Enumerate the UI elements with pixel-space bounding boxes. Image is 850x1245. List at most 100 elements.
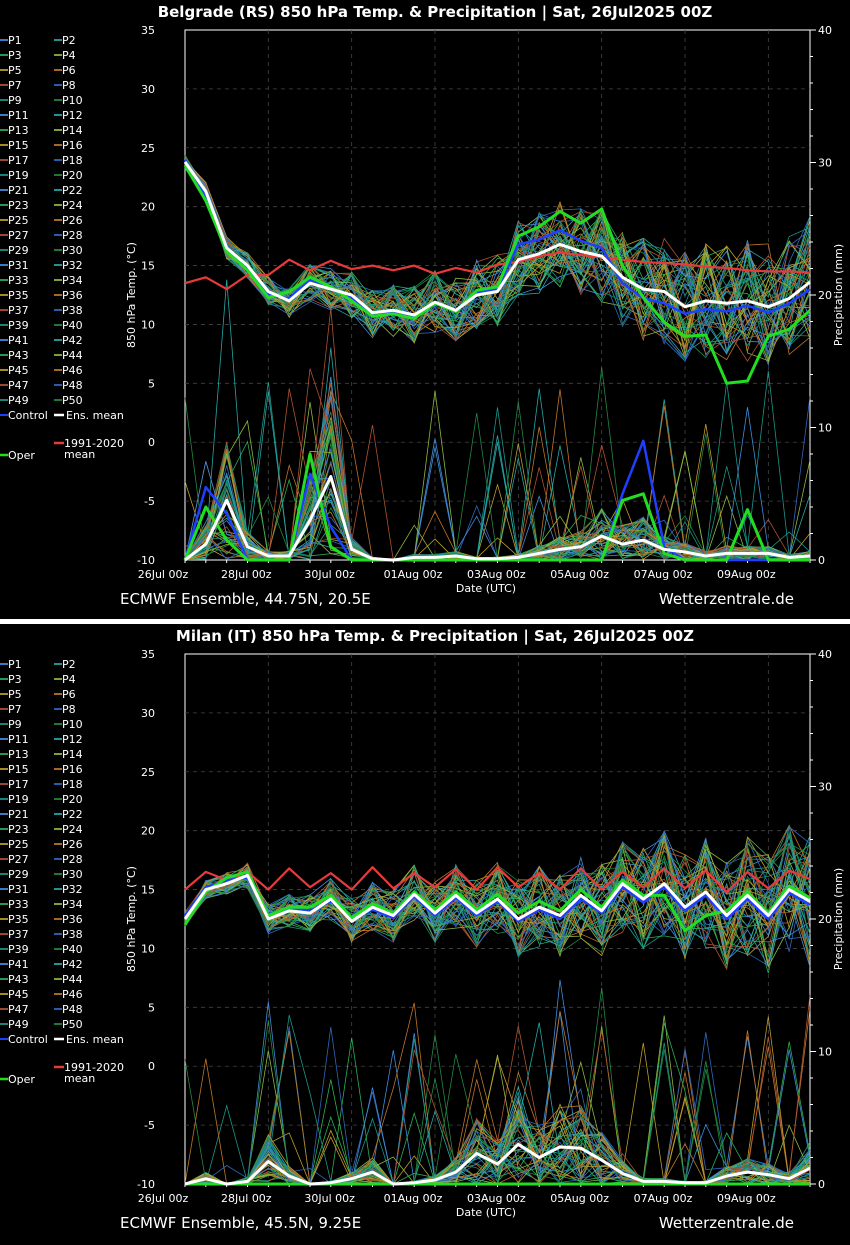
legend-label: P13	[8, 748, 29, 761]
legend-label: P23	[8, 823, 29, 836]
legend-label: P40	[62, 319, 83, 332]
legend-label: P2	[62, 658, 76, 671]
y-tick-label: -10	[137, 1178, 155, 1191]
legend-label: P11	[8, 109, 29, 122]
legend-label: P49	[8, 394, 29, 407]
legend-label: P17	[8, 154, 29, 167]
legend: P1 P2 P3 P4 P5 P6 P7 P8 P9 P10 P11 P12 P13 P14 P15 P16 P…	[0, 34, 124, 462]
legend-label-clim-2: mean	[64, 448, 95, 461]
x-tick-label: 26Jul 00z	[138, 1192, 189, 1205]
legend-label: P8	[62, 703, 76, 716]
footer-brand: Wetterzentrale.de	[659, 590, 794, 608]
legend-label: P38	[62, 304, 83, 317]
legend-label: P27	[8, 853, 29, 866]
legend-label: P48	[62, 1003, 83, 1016]
legend-label: P1	[8, 658, 22, 671]
legend-label: P19	[8, 169, 29, 182]
y-axis-label: 850 hPa Temp. (°C)	[125, 866, 138, 972]
legend-label: P30	[62, 244, 83, 257]
x-axis-label: Date (UTC)	[456, 582, 516, 595]
legend-label: P42	[62, 334, 83, 347]
legend-label: P31	[8, 883, 29, 896]
legend-label: P34	[62, 274, 83, 287]
legend-label: P36	[62, 289, 83, 302]
legend-label: P15	[8, 139, 29, 152]
ens-mean-temp-line	[183, 873, 811, 923]
member-temp-line	[184, 167, 811, 347]
legend-label: P48	[62, 379, 83, 392]
y2-tick-label: 0	[818, 554, 825, 567]
y-tick-label: 15	[141, 884, 155, 897]
legend-label: P43	[8, 349, 29, 362]
x-tick-label: 30Jul 00z	[304, 1192, 355, 1205]
y2-tick-label: 20	[818, 913, 832, 926]
legend-label: P45	[8, 364, 29, 377]
legend-label-clim-2: mean	[64, 1072, 95, 1085]
x-tick-label: 03Aug 00z	[467, 568, 526, 581]
legend-label-control: Control	[8, 409, 48, 422]
y-tick-label: 20	[141, 201, 155, 214]
y-tick-label: 35	[141, 24, 155, 37]
y2-tick-label: 30	[818, 781, 832, 794]
legend-label: P38	[62, 928, 83, 941]
legend-label-control: Control	[8, 1033, 48, 1046]
legend-label: P33	[8, 274, 29, 287]
legend-label: P12	[62, 733, 83, 746]
1991-2020-mean-temp-line	[184, 251, 811, 291]
legend-label: P29	[8, 244, 29, 257]
member-temp-line	[184, 858, 811, 947]
legend-label: P44	[62, 349, 83, 362]
legend-label: P22	[62, 184, 83, 197]
member-temp-line	[184, 166, 811, 356]
panel-separator	[0, 619, 850, 624]
legend-label: P50	[62, 394, 83, 407]
y-tick-label: 0	[148, 436, 155, 449]
legend-label: P22	[62, 808, 83, 821]
y-tick-label: -10	[137, 554, 155, 567]
y-tick-label: 10	[141, 942, 155, 955]
legend-label: P12	[62, 109, 83, 122]
y2-tick-label: 40	[818, 648, 832, 661]
y-tick-label: 5	[148, 1001, 155, 1014]
x-tick-label: 01Aug 00z	[384, 568, 443, 581]
y-tick-label: 25	[141, 766, 155, 779]
member-temp-line	[184, 163, 811, 349]
legend-label: P47	[8, 379, 29, 392]
x-tick-label: 28Jul 00z	[221, 568, 272, 581]
legend-label: P26	[62, 214, 83, 227]
legend-label: P2	[62, 34, 76, 47]
x-tick-label: 05Aug 00z	[550, 568, 609, 581]
legend-label-clim-1: 1991-2020	[64, 1061, 124, 1074]
y2-tick-label: 30	[818, 157, 832, 170]
legend-label: P16	[62, 763, 83, 776]
legend-label: P25	[8, 838, 29, 851]
legend-label: P3	[8, 49, 22, 62]
y-tick-label: 30	[141, 707, 155, 720]
oper-temp-line	[183, 870, 811, 933]
legend-label: P44	[62, 973, 83, 986]
legend-label: P41	[8, 958, 29, 971]
y-axis-label: 850 hPa Temp. (°C)	[125, 242, 138, 348]
legend-label: P34	[62, 898, 83, 911]
x-tick-label: 28Jul 00z	[221, 1192, 272, 1205]
legend-label: P9	[8, 94, 22, 107]
member-temp-line	[184, 847, 811, 947]
legend-label: P10	[62, 94, 83, 107]
belgrade-panel: Belgrade (RS) 850 hPa Temp. & Precipitat…	[0, 0, 850, 620]
member-temp-line	[184, 156, 811, 359]
y-tick-label: 35	[141, 648, 155, 661]
legend-label: P14	[62, 124, 83, 137]
y-tick-label: 10	[141, 318, 155, 331]
legend-label: P3	[8, 673, 22, 686]
legend-label: P28	[62, 229, 83, 242]
legend-label: P46	[62, 988, 83, 1001]
ens-mean-precip-line	[184, 475, 811, 562]
legend-label: P18	[62, 154, 83, 167]
legend-label: P32	[62, 883, 83, 896]
legend-label: P37	[8, 928, 29, 941]
legend-label: P46	[62, 364, 83, 377]
legend-label: P21	[8, 184, 29, 197]
legend-label: P23	[8, 199, 29, 212]
legend-label: P39	[8, 943, 29, 956]
legend-label: P7	[8, 79, 22, 92]
